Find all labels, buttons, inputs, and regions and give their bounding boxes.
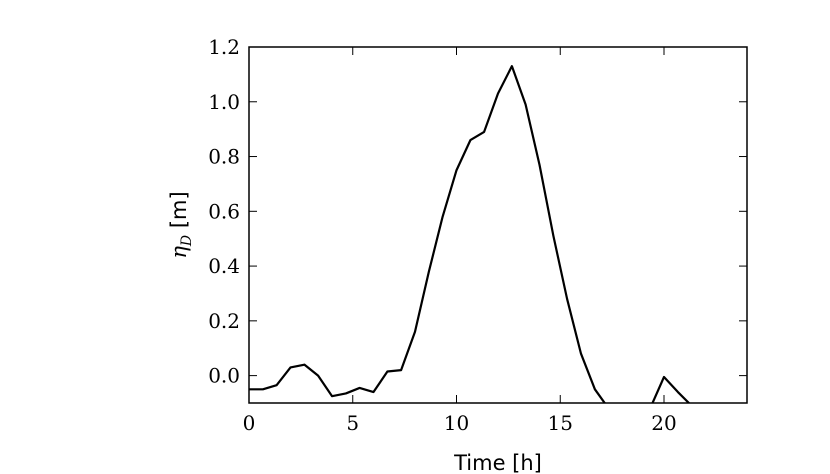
- y-tick-label: 0.8: [208, 145, 240, 169]
- y-axis-title-unit: [m]: [167, 191, 191, 235]
- x-tick-label: 15: [548, 411, 573, 435]
- y-tick-label: 0.0: [208, 364, 240, 388]
- y-axis-title-subscript: D: [179, 235, 195, 247]
- plot-frame: [248, 46, 748, 404]
- x-tick-label: 5: [346, 411, 359, 435]
- series-line: [249, 65, 691, 403]
- y-axis-title: ηD [m]: [167, 191, 195, 258]
- x-axis-title: Time [h]: [453, 451, 542, 474]
- y-tick-label: 0.2: [208, 309, 240, 333]
- y-tick-label: 1.0: [208, 90, 240, 114]
- y-tick-label: 0.4: [208, 254, 240, 278]
- y-tick-label: 1.2: [208, 35, 240, 59]
- y-axis-title-symbol: η: [167, 246, 191, 259]
- x-tick-label: 0: [243, 411, 256, 435]
- y-tick-label: 0.6: [208, 199, 240, 223]
- x-tick-label: 10: [444, 411, 469, 435]
- x-tick-label: 20: [651, 411, 676, 435]
